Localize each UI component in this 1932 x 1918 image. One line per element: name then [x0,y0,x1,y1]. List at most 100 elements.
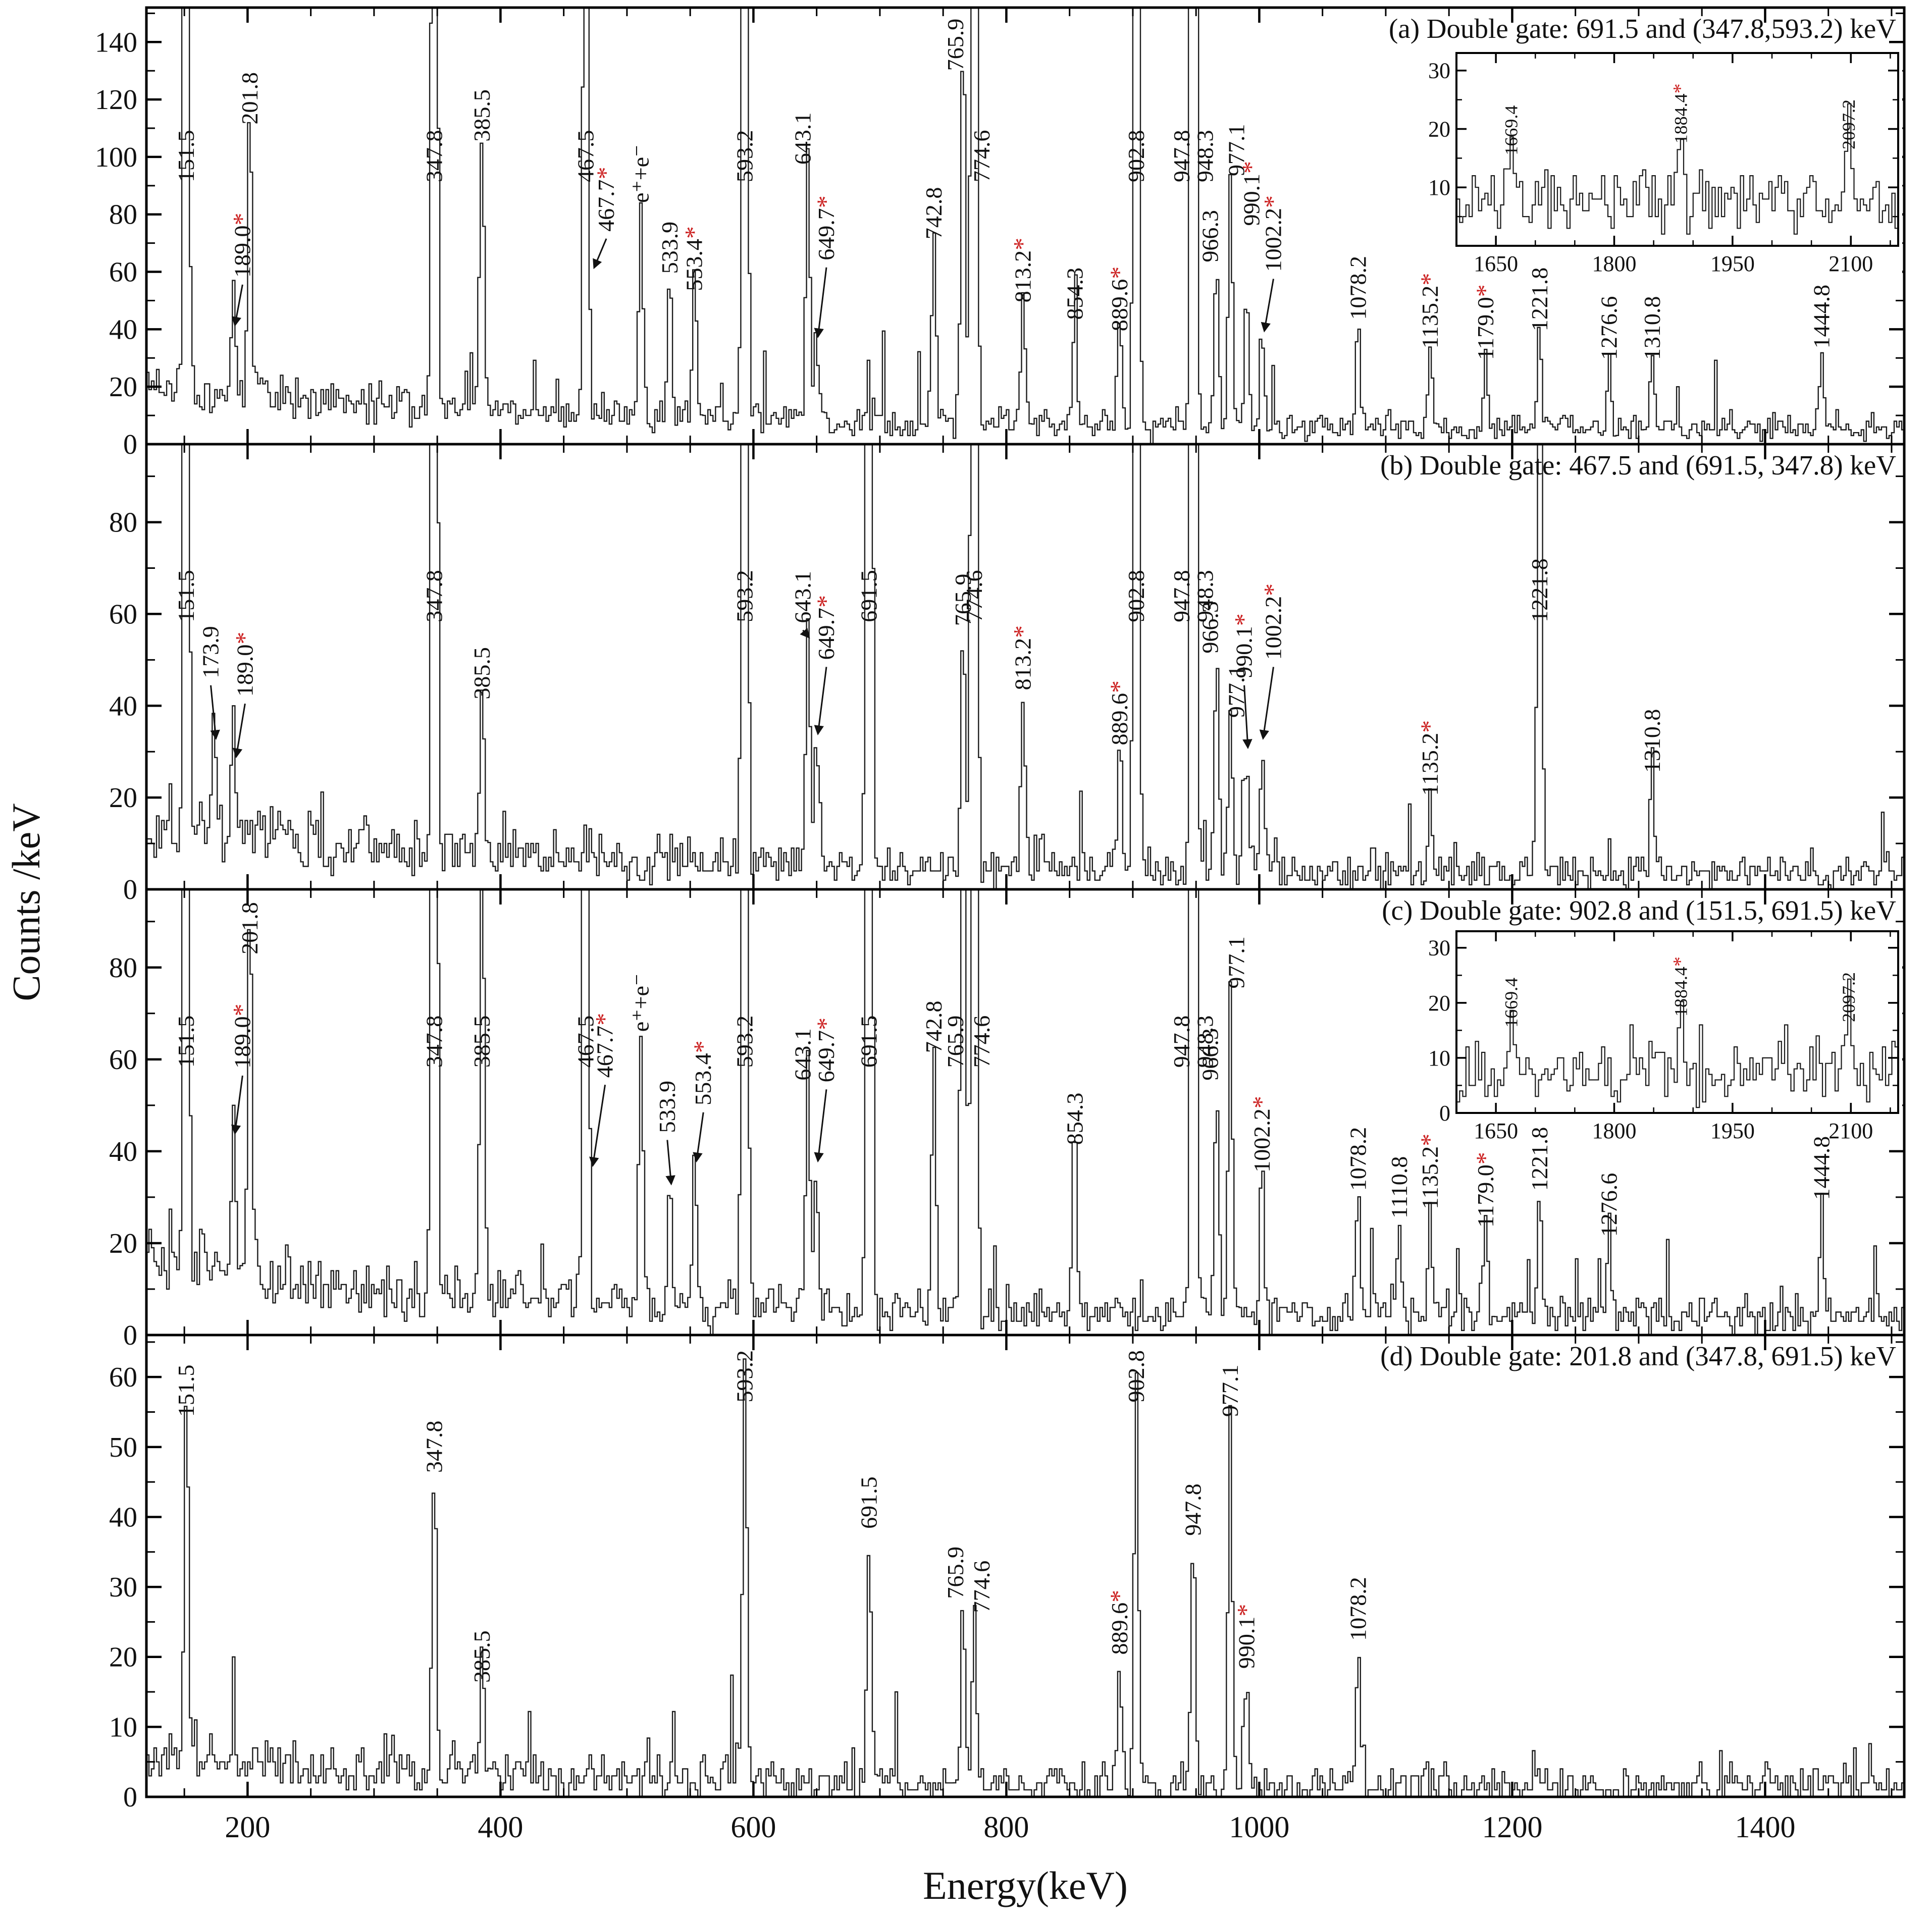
peak-label-d-774.6: 774.6 [969,1561,995,1613]
peak-label-a-947.8: 947.8 [1169,130,1194,183]
inset-peak-label-1884.4: 1884.4* [1668,83,1691,143]
peak-label-b-990.1: 990.1* [1229,613,1258,678]
svg-text:0: 0 [123,429,137,460]
peak-label-a-201.8: 201.8 [237,72,263,125]
inset-peak-label-1884.4: 1884.4* [1668,956,1691,1017]
peak-label-c-854.3: 854.3 [1062,1093,1087,1145]
peak-label-b-774.6: 774.6 [961,570,987,622]
annotation-arrow [211,685,216,738]
peak-label-c-765.9: 765.9 [943,1016,968,1068]
peak-label-b-1221.8: 1221.8 [1527,558,1552,622]
peak-label-c-977.1: 977.1 [1224,936,1249,989]
peak-label-a-774.6: 774.6 [969,130,995,182]
svg-text:1200: 1200 [1482,1810,1542,1844]
y-tick-labels-c: 020406080 [109,952,137,1351]
peak-label-c-533.9: 533.9 [654,1081,680,1133]
svg-text:50: 50 [109,1432,137,1463]
peak-label-d-691.5: 691.5 [856,1476,882,1529]
peak-label-a-813.2: 813.2* [1008,238,1036,303]
svg-text:20: 20 [1428,117,1450,141]
peak-label-d-977.1: 977.1 [1217,1365,1243,1417]
svg-text:120: 120 [95,84,137,116]
peak-label-a-643.1: 643.1 [790,113,815,165]
peak-label-a-742.8: 742.8 [921,187,947,240]
svg-text:600: 600 [730,1810,776,1844]
peak-label-b-966.3: 966.3 [1197,601,1223,654]
peak-label-d-151.5: 151.5 [173,1365,199,1417]
peak-label-b-593.2: 593.2 [732,570,757,622]
peak-label-d-593.2: 593.2 [732,1350,757,1403]
svg-text:60: 60 [109,1044,137,1076]
svg-text:1000: 1000 [1229,1810,1289,1844]
svg-text:140: 140 [95,27,137,58]
annotation-arrow [594,239,606,268]
peak-label-a-1276.6: 1276.6 [1596,296,1622,360]
annotation-arrow [235,1076,242,1134]
peak-label-c-649.7: 649.7* [811,1018,840,1083]
peak-label-c-1179: 1179.0* [1471,1152,1499,1228]
peak-label-c-1221.8: 1221.8 [1527,1127,1552,1191]
peak-label-a-1002.2: 1002.2* [1258,195,1286,272]
svg-text:1950: 1950 [1710,251,1755,276]
peak-label-d-902.8: 902.8 [1123,1350,1149,1403]
peak-label-b-173.9: 173.9 [198,626,224,678]
y-tick-labels-a: 020406080100120140 [95,27,137,460]
x-axis-title: Energy(keV) [923,1863,1128,1907]
svg-text:60: 60 [109,599,137,630]
svg-text:10: 10 [1428,175,1450,200]
peak-label-b-947.8: 947.8 [1169,570,1194,622]
peak-label-d-347.8: 347.8 [422,1420,447,1473]
peak-label-c-947.8: 947.8 [1169,1016,1194,1068]
panel-title-b: (b) Double gate: 467.5 and (691.5, 347.8… [1380,450,1896,481]
peak-label-b-151.5: 151.5 [173,570,199,622]
peak-label-a-189: 189.0* [227,212,255,277]
inset-peak-label-1669.4: 1669.4 [1501,105,1521,155]
svg-text:200: 200 [225,1810,270,1844]
peak-label-a-347.8: 347.8 [422,130,447,183]
peak-label-b-1310.8: 1310.8 [1639,709,1665,773]
axis-ticks-d [146,1335,1904,1797]
inset-peak-label-2097.2: 2097.2 [1839,972,1859,1022]
annotation-arrow [1264,279,1273,331]
peak-label-d-1078.2: 1078.2 [1345,1577,1371,1641]
peak-label-b-1002.2: 1002.2* [1258,583,1286,660]
peak-labels-b: 151.5173.9189.0*347.8385.5593.2643.1649.… [173,558,1665,795]
svg-text:20: 20 [109,371,137,403]
peak-label-c-201.8: 201.8 [237,902,263,954]
svg-text:60: 60 [109,1362,137,1393]
svg-text:30: 30 [109,1572,137,1603]
y-axis-title: Counts /keV [4,803,48,1001]
svg-text:30: 30 [1428,59,1450,83]
peak-label-a-765.9: 765.9 [943,19,968,71]
svg-text:1650: 1650 [1474,251,1518,276]
svg-text:0: 0 [1439,1101,1450,1126]
svg-text:30: 30 [1428,936,1450,961]
peak-label-c-347.8: 347.8 [422,1016,447,1068]
svg-text:1400: 1400 [1735,1810,1795,1844]
inset-a: 16501800195021001020301669.41884.4*2097.… [1428,50,1902,276]
svg-text:40: 40 [109,1136,137,1167]
annotation-arrow [818,667,826,734]
peak-label-a-1444.8: 1444.8 [1809,285,1835,349]
spectrum-line-d [146,1359,1904,1797]
peak-label-a-1221.8: 1221.8 [1527,268,1552,332]
peak-label-a-553.4: 553.4* [680,226,708,291]
peak-label-b-691.5: 691.5 [856,570,882,622]
peak-label-a-151.5: 151.5 [173,130,199,183]
panel-title-d: (d) Double gate: 201.8 and (347.8, 691.5… [1380,1341,1896,1371]
inset-y-labels-c: 0102030 [1428,936,1450,1126]
peak-label-b-902.8: 902.8 [1123,570,1149,622]
svg-text:10: 10 [1428,1046,1450,1071]
peak-label-d-947.8: 947.8 [1180,1483,1206,1536]
annotation-arrow [818,1089,826,1161]
inset-y-labels-a: 10 20 30 [1428,59,1450,200]
peak-label-c-151.5: 151.5 [173,1016,199,1068]
panel-title-c: (c) Double gate: 902.8 and (151.5, 691.5… [1382,895,1896,926]
svg-text:2100: 2100 [1829,251,1873,276]
peak-label-a-511: e⁺+e⁻ [628,145,653,203]
svg-text:40: 40 [109,690,137,722]
peak-label-a-902.8: 902.8 [1123,130,1149,183]
peak-label-a-649.7: 649.7* [811,195,840,260]
peak-label-c-774.6: 774.6 [969,1016,995,1068]
y-tick-labels-d: 0102030405060 [109,1362,137,1813]
